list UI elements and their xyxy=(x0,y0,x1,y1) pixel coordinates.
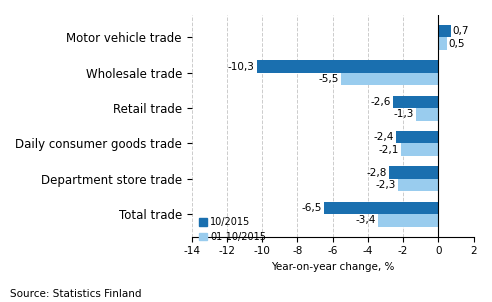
Bar xyxy=(378,214,438,226)
Text: -2,6: -2,6 xyxy=(370,97,391,107)
Bar xyxy=(396,131,438,143)
Text: -2,4: -2,4 xyxy=(373,132,394,142)
Bar xyxy=(389,166,438,179)
Legend: 10/2015, 01-10/2015: 10/2015, 01-10/2015 xyxy=(199,217,266,242)
Bar xyxy=(438,37,447,50)
Bar xyxy=(438,25,451,37)
Bar xyxy=(401,143,438,156)
Text: -5,5: -5,5 xyxy=(319,74,339,84)
Text: Source: Statistics Finland: Source: Statistics Finland xyxy=(10,289,141,299)
Text: -3,4: -3,4 xyxy=(356,215,376,225)
Bar xyxy=(416,108,438,120)
Bar xyxy=(393,96,438,108)
Text: -2,3: -2,3 xyxy=(375,180,396,190)
Bar xyxy=(324,202,438,214)
Bar xyxy=(257,60,438,73)
Text: -6,5: -6,5 xyxy=(301,203,322,213)
X-axis label: Year-on-year change, %: Year-on-year change, % xyxy=(271,262,394,272)
Text: -1,3: -1,3 xyxy=(393,109,413,119)
Text: -2,1: -2,1 xyxy=(379,145,400,155)
Text: 0,5: 0,5 xyxy=(449,39,465,49)
Text: -10,3: -10,3 xyxy=(228,62,255,72)
Text: -2,8: -2,8 xyxy=(367,168,387,178)
Bar xyxy=(341,73,438,85)
Bar xyxy=(398,179,438,191)
Text: 0,7: 0,7 xyxy=(452,26,469,36)
